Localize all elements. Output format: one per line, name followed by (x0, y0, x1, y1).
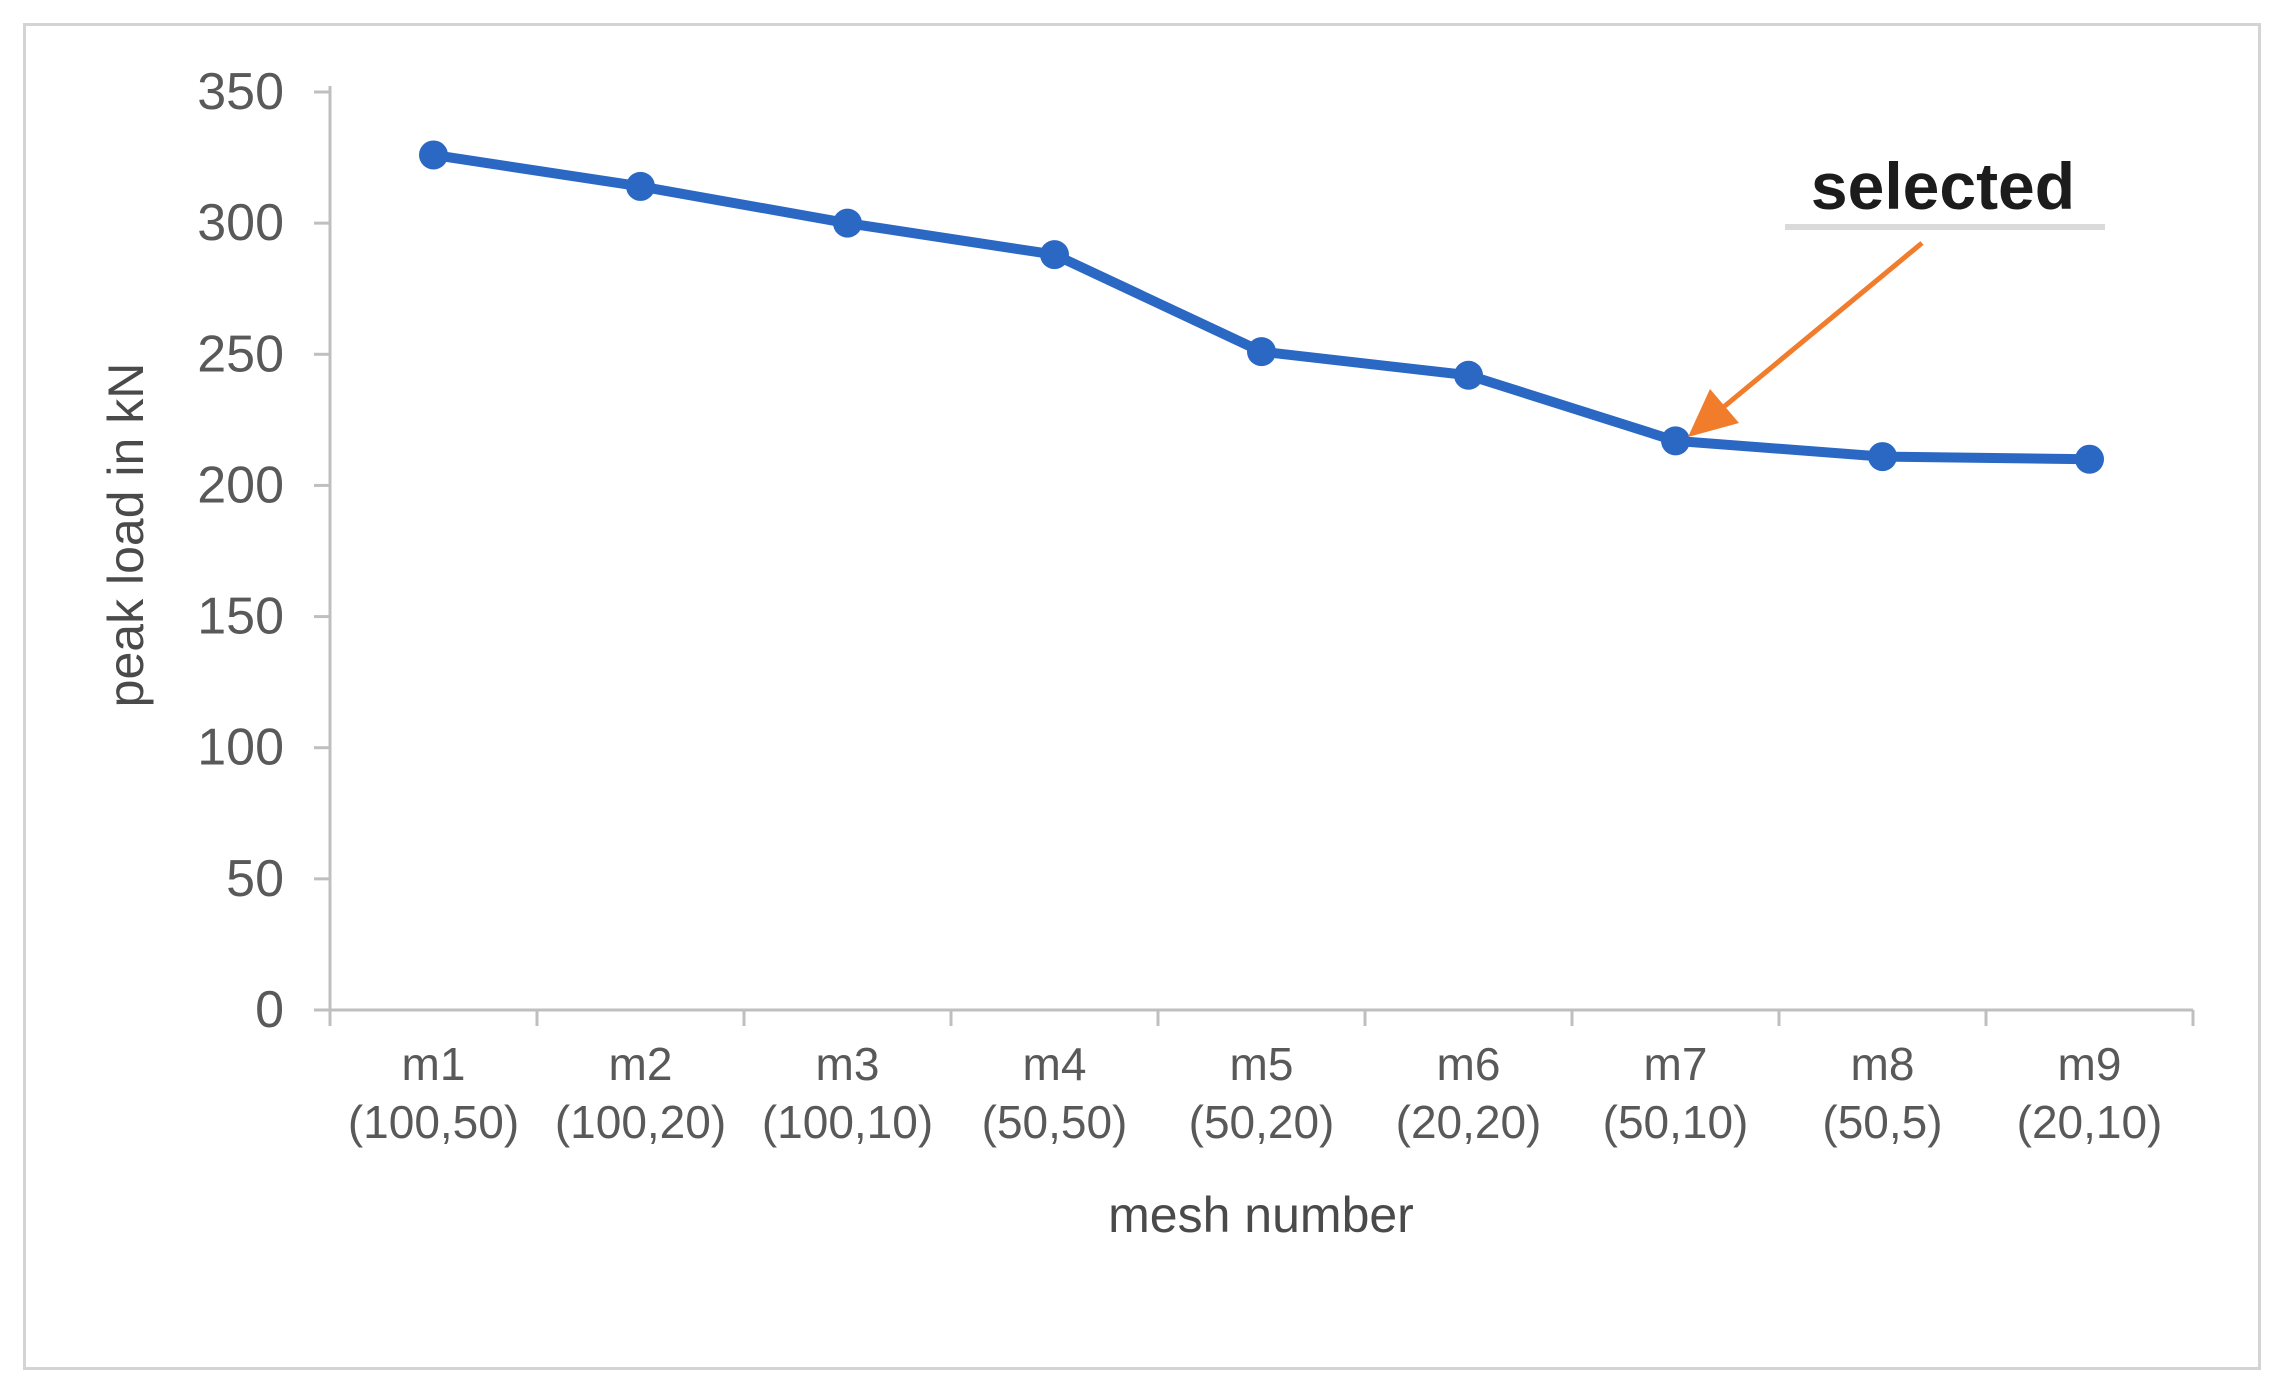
x-category-label: m9 (2058, 1038, 2122, 1090)
data-point-m4 (1040, 240, 1069, 270)
data-point-m6 (1454, 360, 1483, 390)
x-category-sublabel: (100,10) (762, 1096, 933, 1148)
x-category-label: m1 (402, 1038, 466, 1090)
x-category-sublabel: (50,20) (1189, 1096, 1335, 1148)
y-tick-label: 200 (197, 456, 284, 514)
x-category-sublabel: (20,10) (2017, 1096, 2163, 1148)
x-category-label: m5 (1230, 1038, 1294, 1090)
x-category-sublabel: (50,10) (1603, 1096, 1749, 1148)
y-tick-label: 50 (226, 850, 284, 908)
plot-area: 0 50 100 150 200 250 300 350 m1 (100,50) m2 (100,20… (197, 63, 2195, 1148)
data-point-m2 (626, 171, 655, 201)
x-category-sublabel: (50,50) (982, 1096, 1128, 1148)
data-point-m5 (1247, 337, 1276, 367)
y-tick-label: 100 (197, 719, 284, 777)
y-tick-label: 250 (197, 325, 284, 383)
y-axis-title: peak load in kN (98, 363, 154, 708)
data-point-m7 (1661, 426, 1690, 456)
x-category-label: m4 (1023, 1038, 1087, 1090)
data-point-m8 (1868, 442, 1897, 472)
y-tick-label: 150 (197, 588, 284, 646)
x-category-label: m7 (1644, 1038, 1708, 1090)
annotation-arrowhead-icon (1688, 389, 1739, 437)
annotation-underline (1785, 224, 2105, 230)
data-point-m3 (833, 208, 862, 238)
x-category-sublabel: (20,20) (1396, 1096, 1542, 1148)
x-category-label: m6 (1437, 1038, 1501, 1090)
x-category-sublabel: (50,5) (1822, 1096, 1942, 1148)
y-tick-label: 350 (197, 63, 284, 121)
annotation-arrow-line (1718, 241, 1924, 412)
data-point-m9 (2075, 444, 2104, 474)
x-axis-title: mesh number (1108, 1187, 1414, 1243)
x-category-sublabel: (100,20) (555, 1096, 726, 1148)
annotation-text: selected (1811, 149, 2075, 223)
y-tick-label: 300 (197, 194, 284, 252)
y-tick-label: 0 (255, 981, 284, 1039)
x-category-sublabel: (100,50) (348, 1096, 519, 1148)
x-category-label: m2 (609, 1038, 673, 1090)
data-point-m1 (419, 140, 448, 170)
chart-frame (23, 23, 2261, 1370)
x-category-label: m3 (816, 1038, 880, 1090)
x-category-label: m8 (1851, 1038, 1915, 1090)
